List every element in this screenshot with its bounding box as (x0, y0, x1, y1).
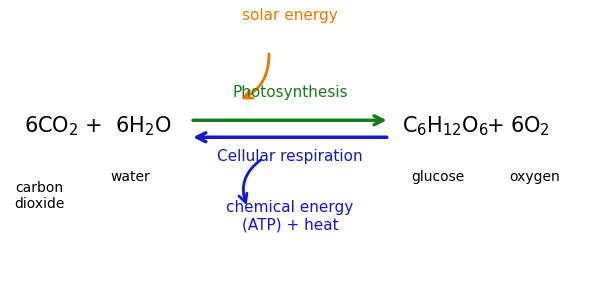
Text: +: + (85, 116, 103, 136)
Text: +: + (486, 116, 504, 136)
Text: chemical energy
(ATP) + heat: chemical energy (ATP) + heat (226, 200, 353, 232)
Text: C$_6$H$_{12}$O$_6$: C$_6$H$_{12}$O$_6$ (402, 114, 489, 138)
Text: 6H$_2$O: 6H$_2$O (115, 114, 171, 138)
Text: 6CO$_2$: 6CO$_2$ (24, 114, 79, 138)
Text: carbon
dioxide: carbon dioxide (14, 181, 65, 211)
FancyArrowPatch shape (239, 160, 260, 202)
Text: 6O$_2$: 6O$_2$ (510, 114, 550, 138)
Text: glucose: glucose (411, 170, 464, 184)
Text: solar energy: solar energy (242, 8, 338, 23)
Text: oxygen: oxygen (509, 170, 560, 184)
Text: Photosynthesis: Photosynthesis (232, 85, 348, 100)
Text: Cellular respiration: Cellular respiration (217, 149, 363, 164)
Text: water: water (110, 170, 150, 184)
FancyArrowPatch shape (244, 54, 269, 98)
